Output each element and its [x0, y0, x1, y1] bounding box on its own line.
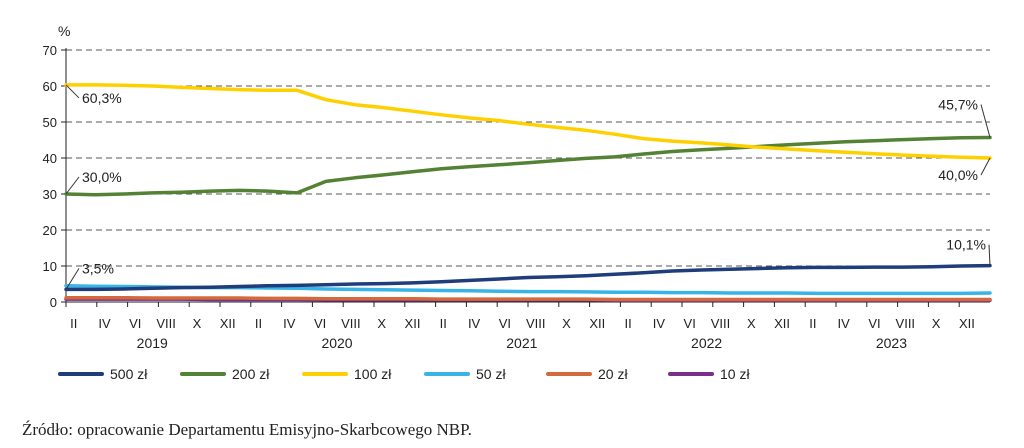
y-axis: 0 10 20 30 40 50 60 70 — [43, 43, 67, 310]
y-tick-label: 10 — [43, 259, 57, 274]
y-tick-label: 30 — [43, 187, 57, 202]
year-label: 2021 — [506, 335, 537, 351]
x-tick-label: II — [624, 316, 631, 331]
annotation-label: 60,3% — [82, 90, 122, 106]
x-tick-label: XII — [959, 316, 975, 331]
x-tick-label: X — [932, 316, 941, 331]
legend-label: 100 zł — [354, 366, 392, 382]
annotation-leader — [65, 176, 80, 195]
annotation-leader — [988, 244, 991, 266]
legend-label: 20 zł — [598, 366, 628, 382]
x-tick-label: IV — [468, 316, 481, 331]
x-tick-label: XII — [405, 316, 421, 331]
year-label: 2022 — [691, 335, 722, 351]
x-tick-label: VI — [868, 316, 880, 331]
x-tick-label: II — [255, 316, 262, 331]
x-tick-label: XII — [774, 316, 790, 331]
series-line — [64, 295, 992, 302]
x-tick-label: VI — [499, 316, 511, 331]
annotation-leader — [980, 157, 991, 176]
annotation-leader — [980, 104, 991, 138]
x-tick-label: XII — [220, 316, 236, 331]
x-tick-label: X — [562, 316, 571, 331]
x-tick-label: II — [70, 316, 77, 331]
series-line — [64, 83, 992, 160]
year-label: 2020 — [321, 335, 352, 351]
source-note: Źródło: opracowanie Departamentu Emisyjn… — [22, 420, 472, 439]
x-tick-label: IV — [283, 316, 296, 331]
x-tick-label: VIII — [341, 316, 361, 331]
x-tick-label: VI — [129, 316, 141, 331]
series-lines — [64, 83, 992, 302]
x-tick-label: IV — [653, 316, 666, 331]
annotation-leader — [65, 84, 80, 99]
x-tick-label: IV — [98, 316, 111, 331]
x-tick-label: VI — [684, 316, 696, 331]
legend-label: 500 zł — [110, 366, 148, 382]
y-tick-label: 70 — [43, 43, 57, 58]
x-tick-label: X — [377, 316, 386, 331]
x-tick-label: VI — [314, 316, 326, 331]
x-tick-label: X — [747, 316, 756, 331]
legend-label: 200 zł — [232, 366, 270, 382]
legend: 500 zł 200 zł 100 zł 50 zł 20 zł 10 zł — [58, 366, 750, 382]
y-tick-label: 40 — [43, 151, 57, 166]
y-tick-label: 20 — [43, 223, 57, 238]
year-label: 2019 — [137, 335, 168, 351]
y-tick-label: 0 — [50, 295, 57, 310]
x-tick-label: VIII — [896, 316, 916, 331]
x-tick-label: VIII — [156, 316, 176, 331]
y-tick-label: 50 — [43, 115, 57, 130]
x-axis: II IV VI VIII X XII II IV VI VIII X XII II IV VI VIII X X… — [65, 301, 990, 351]
y-tick-label: 60 — [43, 79, 57, 94]
y-unit-label: % — [58, 23, 70, 39]
x-tick-label: II — [440, 316, 447, 331]
annotation-label: 10,1% — [946, 237, 986, 253]
annotation-label: 40,0% — [938, 167, 978, 183]
x-tick-label: II — [809, 316, 816, 331]
x-tick-label: IV — [838, 316, 851, 331]
x-tick-label: X — [193, 316, 202, 331]
annotation-label: 45,7% — [938, 96, 978, 112]
legend-label: 10 zł — [720, 366, 750, 382]
annotation-leader — [65, 268, 80, 290]
gridlines — [66, 49, 990, 267]
annotations: 60,3% 30,0% 3,5% 45,7% 40,0% 10,1% — [65, 84, 991, 290]
x-tick-label: XII — [589, 316, 605, 331]
annotation-label: 30,0% — [82, 169, 122, 185]
series-line — [64, 135, 992, 197]
x-tick-label: VIII — [526, 316, 546, 331]
series-line — [64, 263, 992, 292]
annotation-label: 3,5% — [82, 260, 114, 276]
legend-label: 50 zł — [476, 366, 506, 382]
x-tick-label: VIII — [711, 316, 731, 331]
year-label: 2023 — [876, 335, 907, 351]
